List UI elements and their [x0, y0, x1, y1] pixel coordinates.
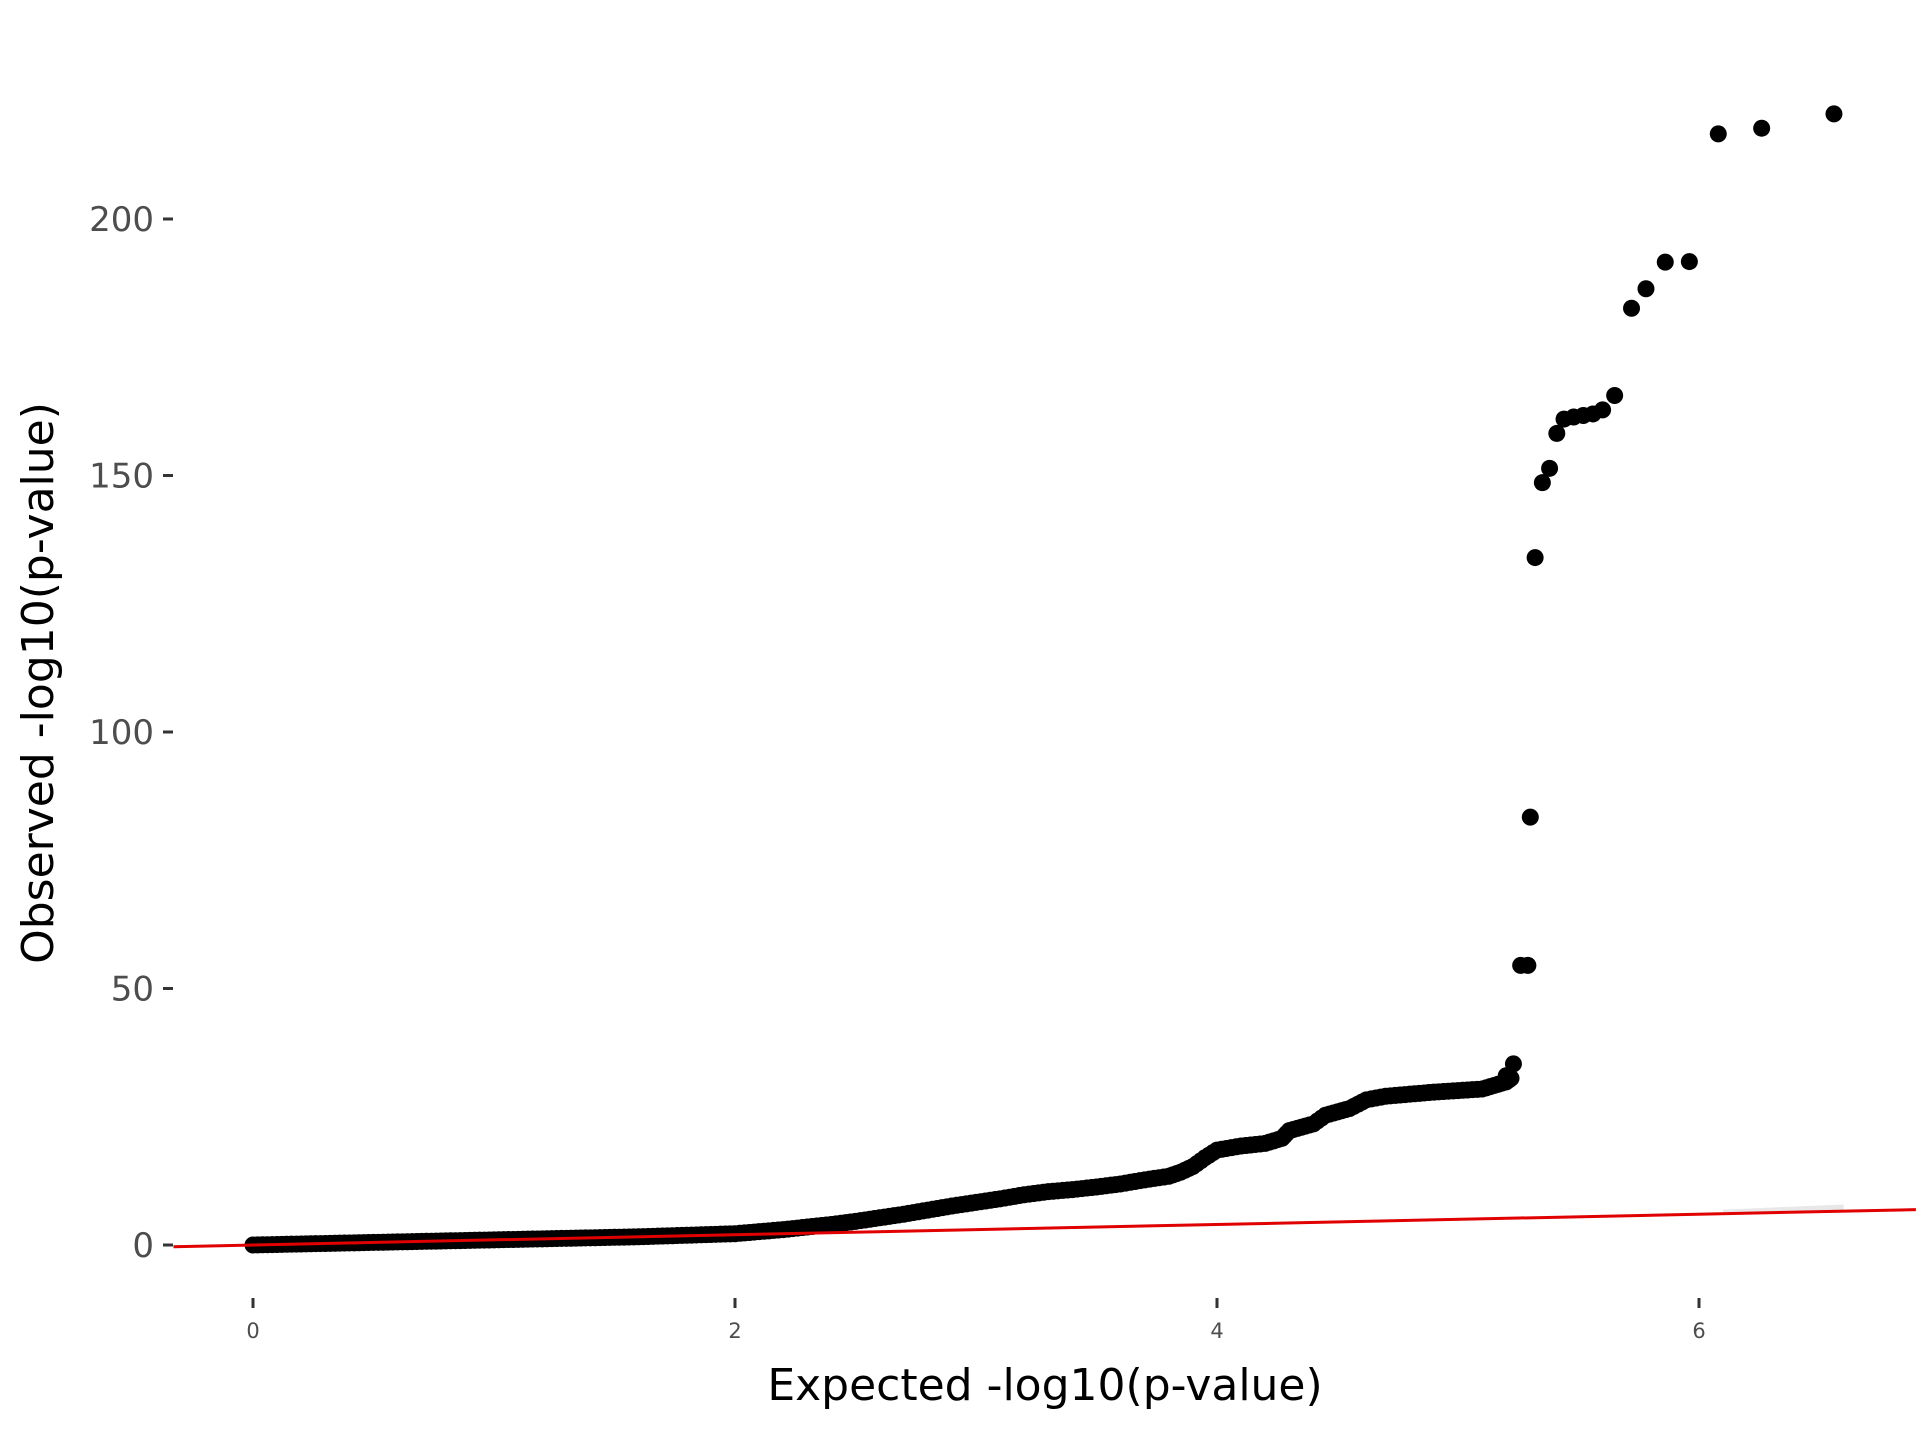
x-axis: 0 2 4 6: [246, 1298, 1706, 1343]
data-point: [1521, 808, 1539, 826]
data-point: [1680, 253, 1698, 271]
data-point: [1623, 299, 1641, 317]
reference-line: [173, 1208, 1916, 1249]
data-points: [244, 105, 1843, 1254]
data-point: [1594, 401, 1612, 419]
y-tick-label: 100: [89, 713, 154, 753]
data-point: [1504, 1055, 1522, 1073]
x-tick-label: 6: [1692, 1319, 1705, 1343]
data-point: [1548, 424, 1566, 442]
y-tick-label: 200: [89, 200, 154, 240]
data-point: [1526, 549, 1544, 567]
y-tick-label: 50: [111, 970, 154, 1010]
y-tick-label: 150: [89, 457, 154, 497]
y-axis-title: Observed -log10(p-value): [13, 402, 64, 964]
data-point: [1541, 459, 1559, 477]
x-tick-label: 0: [246, 1319, 259, 1343]
y-tick-label: 0: [132, 1226, 154, 1266]
data-point: [1825, 105, 1843, 123]
data-point: [1753, 119, 1771, 137]
data-point: [1709, 125, 1727, 143]
data-point: [1606, 386, 1624, 404]
data-point: [1656, 253, 1674, 271]
x-tick-label: 4: [1210, 1319, 1223, 1343]
x-axis-title: Expected -log10(p-value): [767, 1360, 1322, 1411]
x-tick-label: 2: [728, 1319, 741, 1343]
data-point: [1519, 956, 1537, 974]
y-axis: 0 50 100 150 200: [89, 200, 173, 1266]
reference-line-layer: [173, 1208, 1916, 1249]
data-point: [1533, 474, 1551, 492]
data-point: [1637, 280, 1655, 298]
